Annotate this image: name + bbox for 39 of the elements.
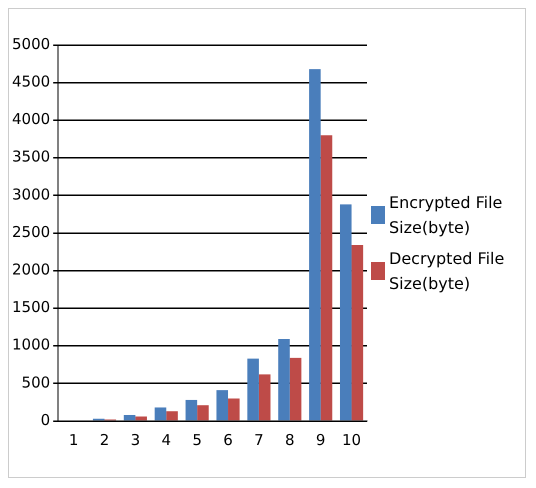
bar [166,411,178,420]
bar [247,358,259,420]
x-tick-label: 6 [223,430,233,449]
y-tick-label: 4000 [12,110,50,128]
bar [290,358,302,420]
bar [197,405,209,420]
y-tick-label: 5000 [12,34,50,53]
legend-label: Encrypted File Size(byte) [389,192,504,239]
x-tick-label: 10 [342,430,362,449]
bar [124,414,136,420]
y-tick-label: 3500 [12,148,50,166]
y-tick-label: 500 [22,373,50,392]
x-tick-label: 9 [316,430,326,449]
bar [278,339,290,420]
bar [320,135,332,420]
x-tick-label: 1 [68,430,78,449]
bar [352,245,364,420]
y-tick-label: 0 [40,410,50,429]
x-tick-label: 4 [161,430,172,449]
x-tick-label: 8 [285,430,295,449]
x-tick-label: 2 [100,430,110,449]
bar [154,407,166,420]
y-tick-label: 4500 [12,72,50,90]
bar [258,374,270,420]
x-tick-label: 5 [192,430,202,449]
y-tick-label: 3000 [12,185,50,204]
y-tick-label: 1500 [12,298,50,316]
bar [228,398,240,420]
y-tick-label: 2500 [12,222,50,241]
y-tick-label: 1000 [12,336,50,354]
bar [216,390,228,420]
bar [135,416,147,420]
legend-label: Decrypted File Size(byte) [389,248,506,295]
x-tick-label: 7 [254,430,264,449]
bar [309,69,321,420]
x-tick-label: 3 [130,430,140,449]
y-tick-label: 2000 [12,260,50,278]
bar [186,400,198,420]
bar [340,204,352,420]
